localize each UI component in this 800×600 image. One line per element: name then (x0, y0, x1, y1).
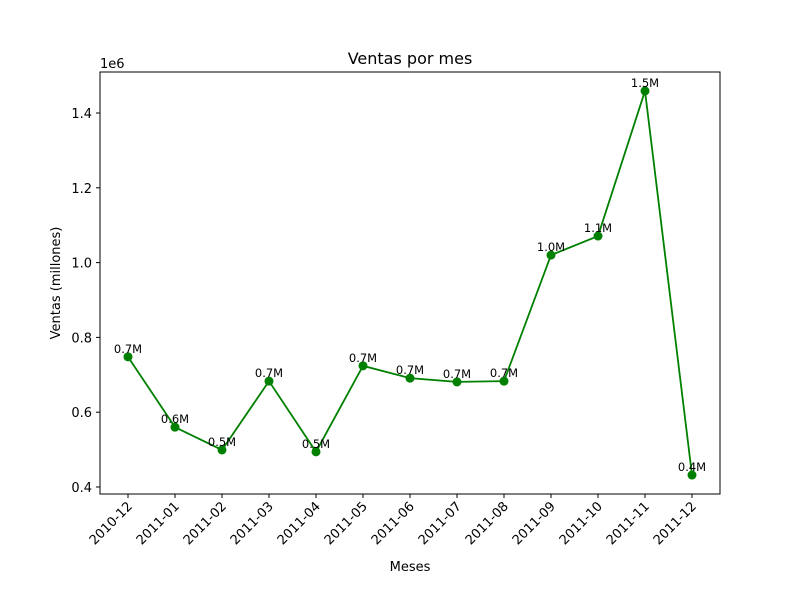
data-point-marker (123, 352, 133, 362)
plot-area-frame (99, 71, 721, 495)
data-point-marker (358, 361, 368, 371)
data-point-label: 0.6M (161, 412, 189, 426)
y-tick-label: 0.6 (71, 406, 92, 421)
y-tick-label: 1.4 (71, 107, 92, 122)
x-tick-label: 2011-03 (228, 499, 277, 548)
data-point-marker (640, 86, 650, 96)
data-point-marker (546, 250, 556, 260)
x-tick-label: 2011-08 (463, 499, 512, 548)
data-point-label: 0.7M (396, 363, 424, 377)
x-tick-label: 2011-07 (416, 499, 465, 548)
x-tick-label: 2011-04 (275, 499, 324, 548)
data-point-marker (170, 422, 180, 432)
data-point-label: 0.7M (114, 342, 142, 356)
y-tick-label: 0.8 (71, 331, 92, 346)
y-tick-label: 1.0 (71, 257, 92, 272)
data-point-label: 0.7M (255, 366, 283, 380)
data-point-label: 0.7M (443, 367, 471, 381)
x-tick-label: 2010-12 (87, 499, 136, 548)
data-point-marker (687, 470, 697, 480)
x-tick-label: 2011-09 (510, 499, 559, 548)
y-axis-label: Ventas (millones) (49, 227, 64, 340)
x-tick-label: 2011-05 (322, 499, 371, 548)
y-tick-label: 1.2 (71, 182, 92, 197)
data-point-marker (452, 377, 462, 387)
data-point-label: 0.7M (349, 351, 377, 365)
chart-title: Ventas por mes (348, 49, 473, 68)
x-tick-label: 2011-02 (181, 499, 230, 548)
data-point-label: 0.4M (678, 460, 706, 474)
data-point-label: 0.5M (208, 435, 236, 449)
data-point-label: 0.5M (302, 437, 330, 451)
data-point-marker (264, 376, 274, 386)
x-tick-label: 2011-01 (134, 499, 183, 548)
y-tick-label: 0.4 (71, 481, 92, 496)
data-point-marker (593, 231, 603, 241)
data-point-marker (311, 447, 321, 457)
x-tick-label: 2011-11 (604, 499, 653, 548)
sales-line (127, 90, 693, 476)
x-tick-label: 2011-12 (651, 499, 700, 548)
data-point-label: 1.1M (584, 221, 612, 235)
data-point-marker (405, 373, 415, 383)
data-point-label: 1.0M (537, 240, 565, 254)
data-point-label: 0.7M (490, 366, 518, 380)
x-axis-label: Meses (390, 560, 431, 575)
data-point-marker (499, 376, 509, 386)
data-point-marker (217, 445, 227, 455)
x-tick-label: 2011-06 (369, 499, 418, 548)
x-tick-label: 2011-10 (557, 499, 606, 548)
y-offset-label: 1e6 (100, 57, 125, 72)
data-point-label: 1.5M (631, 76, 659, 90)
